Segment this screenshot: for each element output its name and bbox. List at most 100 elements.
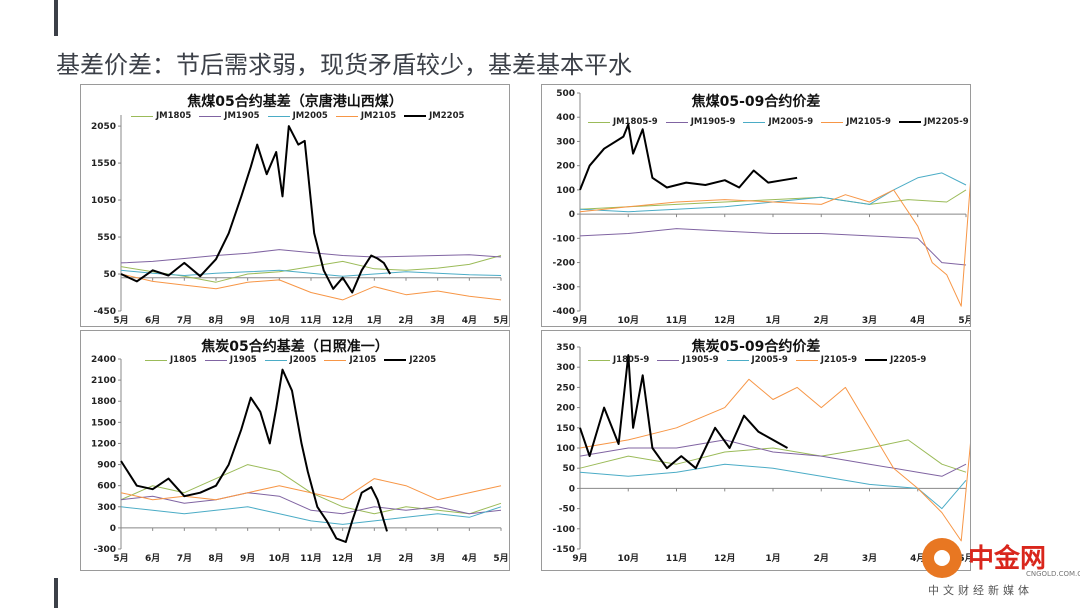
y-tick-label: 250: [556, 383, 575, 393]
watermark: 中金网 CNGOLD.COM.CN 中文财经新媒体: [918, 534, 1080, 600]
y-tick-label: 200: [556, 162, 575, 172]
legend-swatch: [267, 115, 290, 117]
legend-swatch: [131, 115, 153, 117]
legend-item: JM1805: [131, 111, 191, 121]
y-tick-label: 50: [562, 464, 575, 474]
x-tick-label: 11月: [666, 315, 688, 326]
legend-swatch: [404, 115, 427, 117]
legend-swatch: [865, 359, 888, 361]
legend-swatch: [199, 115, 222, 117]
y-tick-label: 100: [556, 186, 575, 196]
x-tick-label: 11月: [300, 315, 322, 326]
legend-item: J2005-9: [726, 355, 788, 365]
legend-swatch: [335, 115, 358, 117]
legend-swatch: [264, 359, 287, 361]
x-tick-label: 12月: [714, 553, 736, 564]
x-tick-label: 10月: [269, 315, 291, 326]
x-tick-label: 12月: [714, 315, 736, 326]
y-tick-label: -300: [552, 283, 575, 293]
y-tick-label: 100: [556, 444, 575, 454]
y-tick-label: 900: [97, 461, 116, 471]
x-tick-label: 5月: [493, 553, 508, 564]
legend-label: J1905-9: [682, 355, 719, 365]
watermark-subtitle: 中文财经新媒体: [928, 584, 1033, 597]
x-tick-label: 11月: [666, 553, 688, 564]
y-tick-label: -200: [552, 259, 575, 269]
y-tick-label: 1800: [91, 397, 116, 407]
x-tick-label: 8月: [208, 315, 223, 326]
x-tick-label: 10月: [617, 553, 639, 564]
series-line-jm2105: [120, 273, 502, 301]
series-line-jm1805: [120, 255, 502, 283]
chart-legend: JM1805-9 JM1905-9 JM2005-9 JM2105-9 JM2205-9: [588, 117, 977, 127]
x-tick-label: 6月: [145, 315, 160, 326]
series-line-jm2105-9: [579, 181, 970, 307]
y-tick-label: 200: [556, 404, 575, 414]
x-tick-label: 3月: [430, 553, 445, 564]
y-tick-label: 1550: [91, 159, 116, 169]
x-tick-label: 3月: [862, 553, 877, 564]
watermark-logo-icon: [922, 538, 962, 578]
x-tick-label: 2月: [814, 315, 829, 326]
chart-panel-coke-spread: 350 300 250 200 150 100 50 0 -50 -100 -150 9月 10月 11月…: [541, 330, 971, 571]
x-tick-label: 1月: [367, 315, 382, 326]
legend-swatch: [384, 359, 407, 361]
chart-legend: J1805-9 J1905-9 J2005-9 J2105-9 J2205-9: [588, 355, 934, 365]
footer-accent-bar: [54, 578, 58, 608]
legend-swatch: [324, 359, 347, 361]
legend-label: J2205-9: [890, 355, 927, 365]
series-line-j2205-9: [579, 354, 788, 470]
x-tick-label: 7月: [177, 315, 192, 326]
y-tick-label: 300: [556, 137, 575, 147]
legend-item: J1805-9: [588, 355, 649, 365]
legend-item: J1905-9: [657, 355, 719, 365]
y-tick-label: -300: [93, 545, 116, 555]
y-tick-label: 550: [97, 233, 116, 243]
series-line-j2005-9: [579, 463, 967, 510]
x-tick-label: 2月: [398, 315, 413, 326]
chart-legend: JM1805 JM1905 JM2005 JM2105 JM2205: [131, 111, 472, 121]
watermark-domain: CNGOLD.COM.CN: [1026, 570, 1080, 578]
legend-item: JM1805-9: [588, 117, 658, 127]
legend-item: J2105: [324, 355, 376, 365]
legend-item: J1805: [145, 355, 197, 365]
y-tick-label: -100: [552, 525, 575, 535]
chart-title: 焦煤05-09合约价差: [691, 94, 821, 110]
x-tick-label: 2月: [814, 553, 829, 564]
legend-swatch: [588, 359, 610, 361]
x-tick-label: 9月: [572, 315, 587, 326]
legend-item: J1905: [204, 355, 257, 365]
x-tick-label: 4月: [910, 315, 925, 326]
x-tick-label: 1月: [765, 553, 780, 564]
series-line-j1805-9: [579, 439, 967, 473]
legend-swatch: [726, 359, 749, 361]
legend-label: JM1905: [224, 111, 260, 121]
legend-label: J1805: [170, 355, 197, 365]
x-tick-label: 5月: [493, 315, 508, 326]
legend-label: JM2105: [360, 111, 397, 121]
series-line-jm2005-9: [579, 172, 967, 213]
y-tick-label: 300: [556, 363, 575, 373]
y-tick-label: -150: [552, 545, 575, 555]
legend-label: JM2005: [292, 111, 328, 121]
y-tick-label: 350: [556, 343, 575, 353]
legend-label: JM2005-9: [768, 117, 814, 127]
y-tick-label: -450: [93, 307, 116, 317]
watermark-name: 中金网: [968, 544, 1047, 574]
x-tick-label: 5月: [958, 553, 970, 564]
slide-title: 基差价差：节后需求弱，现货矛盾较少，基差基本平水: [56, 51, 632, 79]
series-line-jm1905: [120, 249, 502, 264]
legend-swatch: [145, 359, 167, 361]
x-tick-label: 9月: [572, 553, 587, 564]
chart-legend: J1805 J1905 J2005 J2105 J2205: [145, 355, 444, 365]
y-tick-label: 150: [556, 424, 575, 434]
legend-item: JM2005: [267, 111, 328, 121]
x-tick-label: 2月: [398, 553, 413, 564]
legend-swatch: [665, 121, 688, 123]
legend-swatch: [743, 121, 766, 123]
x-tick-label: 11月: [300, 553, 322, 564]
legend-label: J2005-9: [751, 355, 788, 365]
